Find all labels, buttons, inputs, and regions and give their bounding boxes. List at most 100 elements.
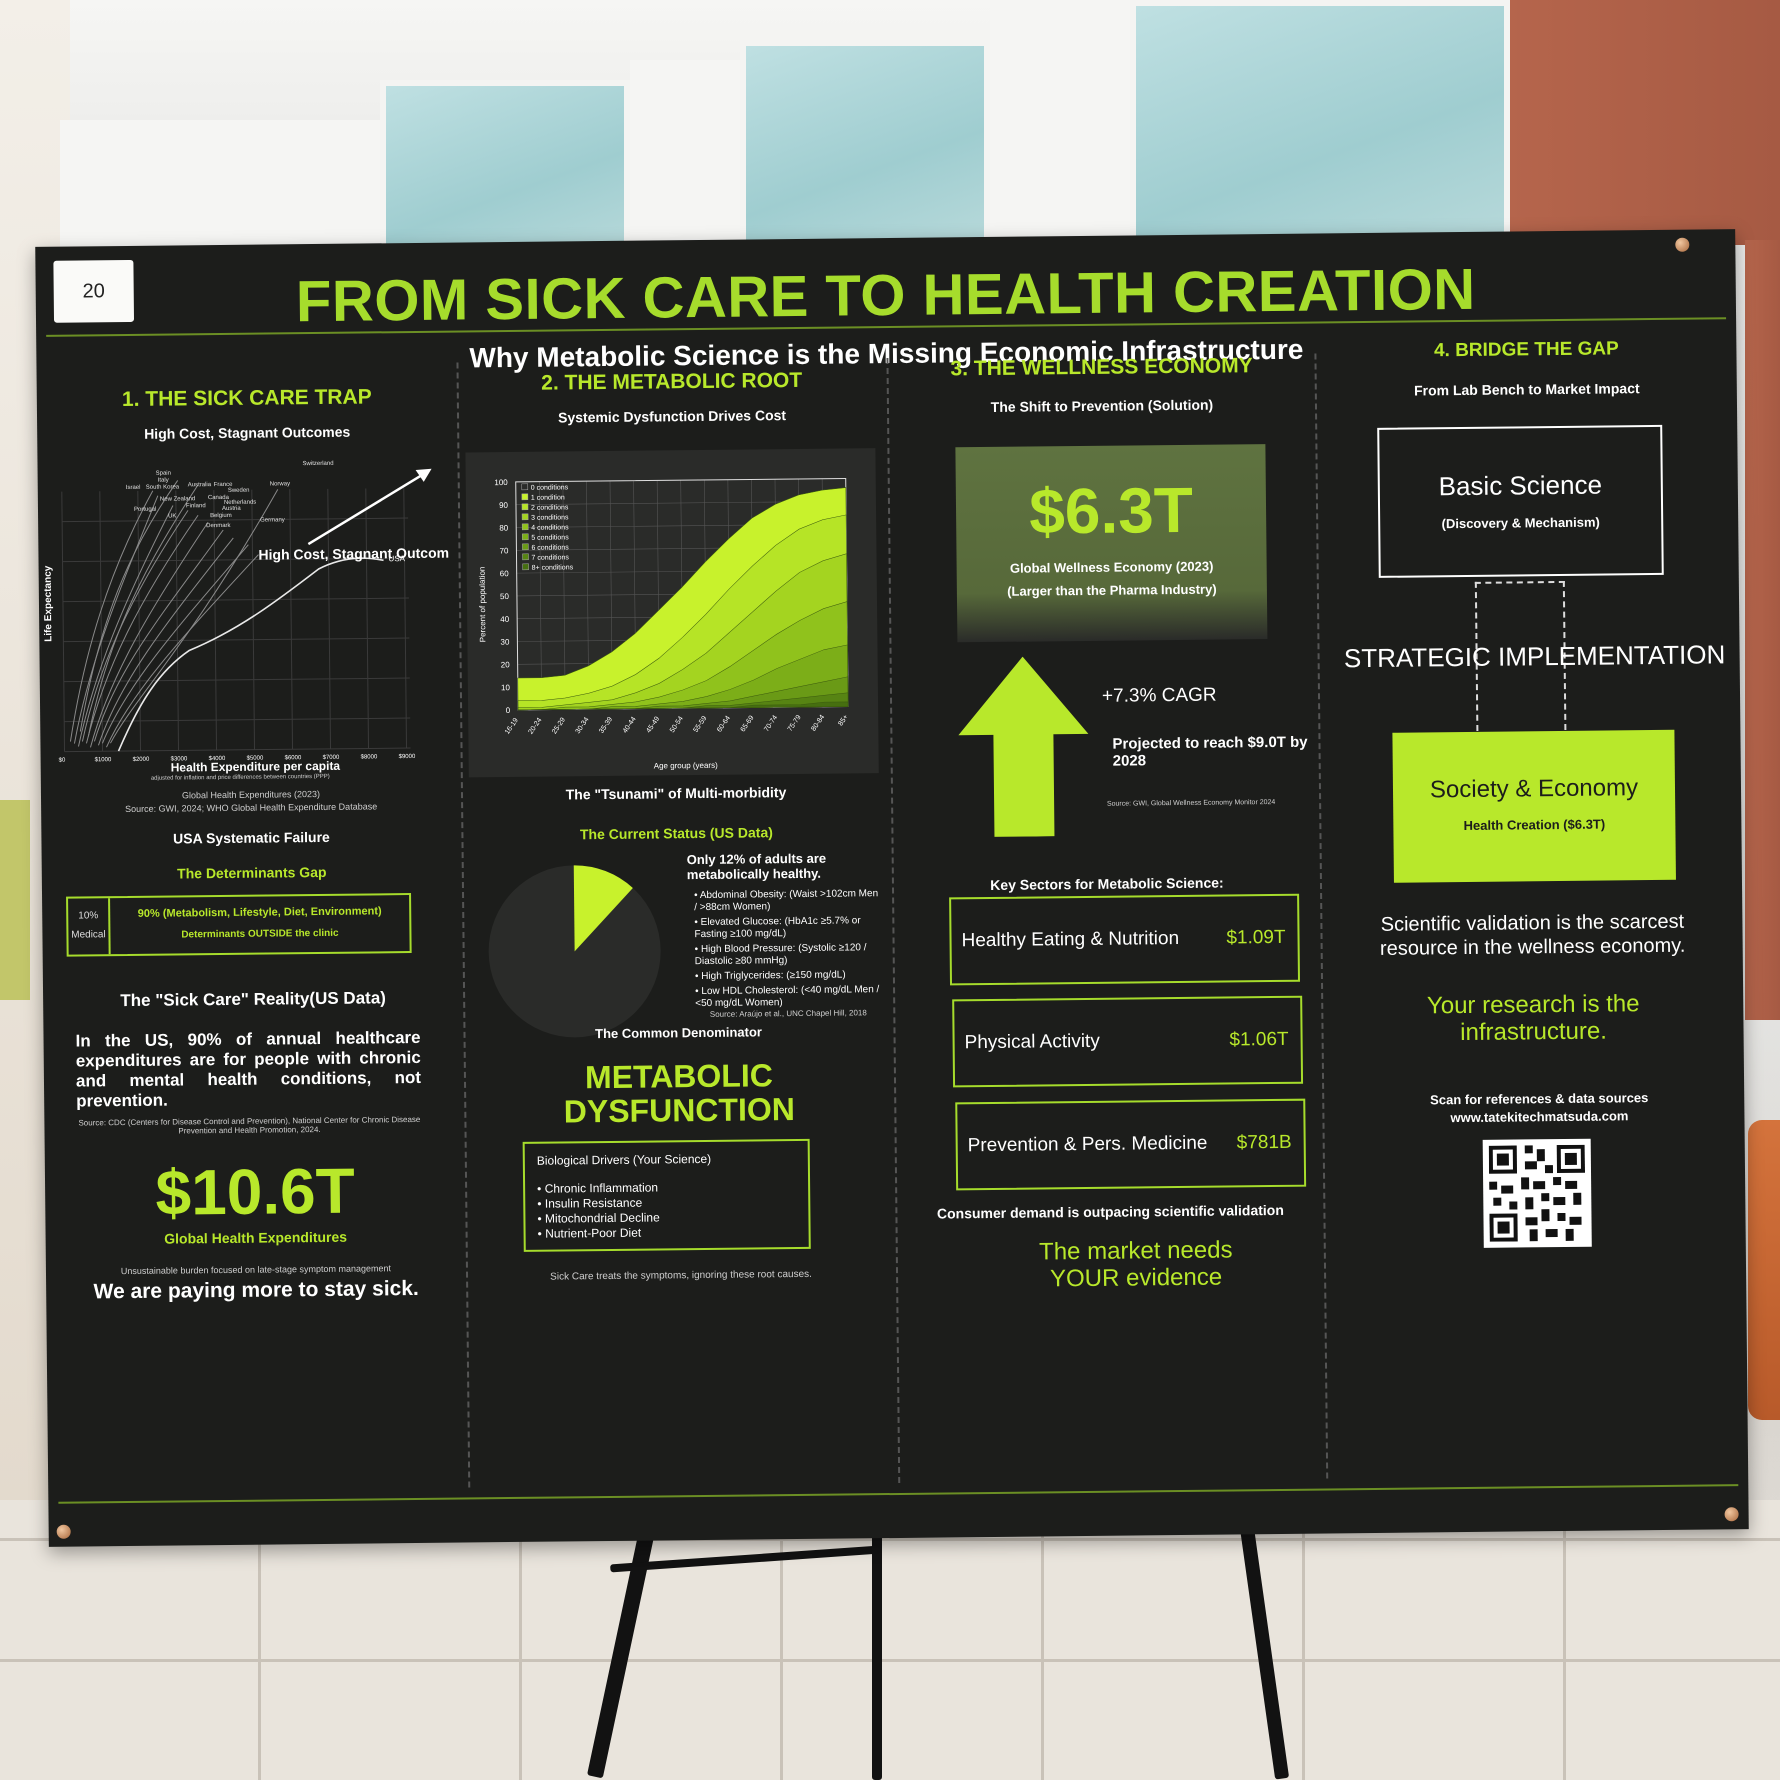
section3-heading: 3. THE WELLNESS ECONOMY	[950, 354, 1253, 381]
preston-grid	[61, 488, 411, 753]
area-x-tick: 40-44	[622, 716, 638, 735]
metabolic-health-pie	[488, 865, 661, 1038]
pie-headline: Only 12% of adults are metabolically hea…	[686, 850, 827, 883]
y-axis-label: Life Expectancy	[43, 565, 55, 642]
area-legend-swatch	[521, 513, 529, 521]
determinants-text: 90% (Metabolism, Lifestyle, Diet, Enviro…	[137, 905, 382, 920]
area-legend-label: 5 conditions	[531, 534, 569, 541]
area-y-tick: 30	[500, 638, 510, 647]
window-left	[380, 80, 630, 260]
area-fills	[517, 487, 849, 711]
area-series	[518, 701, 849, 711]
pushpin-top-right	[1675, 237, 1690, 252]
sector-value: $1.06T	[1229, 1028, 1289, 1051]
strategic-implementation-label: STRATEGIC IMPLEMENTATION	[1343, 639, 1726, 674]
section1-source-title: Global Health Expenditures (2023)	[181, 788, 321, 801]
sector-nutrition: Healthy Eating & Nutrition $1.09T	[949, 893, 1301, 986]
country-label: Netherlands	[224, 500, 256, 506]
area-legend-label: 6 conditions	[531, 544, 569, 551]
common-denominator: The Common Denominator	[595, 1024, 762, 1042]
country-label: Canada	[208, 495, 230, 501]
window-pillar	[630, 60, 740, 260]
area-x-ticks: 16-19 20-24 25-29 30-34 35-39 40-44 45-49 50-54…	[504, 714, 850, 736]
preston-curve-svg: High Cost, Stagnant Outcomes USA Spain I…	[43, 461, 465, 782]
drivers-list: Chronic Inflammation Insulin Resistance …	[537, 1179, 797, 1242]
reality-source: Source: CDC (Centers for Disease Control…	[78, 1114, 421, 1136]
area-legend-swatch	[521, 523, 529, 531]
easel-leg-middle	[872, 1520, 882, 1780]
area-x-tick: 60-64	[716, 715, 732, 734]
x-tick: $5000	[247, 756, 264, 762]
sector-name: Healthy Eating & Nutrition	[961, 927, 1180, 952]
x-tick: $9000	[399, 754, 416, 760]
trend-arrow-head	[415, 468, 432, 482]
qr-code-pattern	[1488, 1144, 1586, 1242]
x-tick: $3000	[171, 756, 188, 762]
country-label: Sweden	[228, 488, 250, 494]
area-y-tick: 40	[500, 615, 510, 624]
area-legend-label: 3 conditions	[531, 514, 569, 521]
area-legend-label: 7 conditions	[531, 554, 569, 561]
area-gridline	[538, 481, 542, 710]
section4-closing: Your research is the infrastructure.	[1426, 990, 1640, 1047]
building-brick-lower	[1745, 240, 1780, 1020]
criteria-item: High Triglycerides: (≥150 mg/dL)	[695, 969, 880, 983]
drivers-title: Biological Drivers (Your Science)	[536, 1151, 712, 1168]
projection-text: Projected to reach $9.0T by 2028	[1112, 733, 1308, 770]
section4-heading: 4. BRIDGE THE GAP	[1433, 338, 1619, 362]
validation-text: Scientific validation is the scarcest re…	[1379, 910, 1686, 960]
x-tick: $6000	[285, 755, 302, 761]
country-label: Switzerland	[302, 461, 333, 467]
area-x-tick: 35-39	[598, 716, 614, 735]
area-x-tick: 16-19	[504, 717, 520, 736]
area-x-tick: 70-74	[763, 714, 779, 733]
area-x-label: Age group (years)	[654, 761, 718, 771]
area-y-tick: 0	[506, 706, 511, 715]
criteria-item: Low HDL Cholesterol: (<40 mg/dL Men / <5…	[695, 984, 880, 1010]
criteria-item: Elevated Glucose: (HbA1c ≥5.7% or Fastin…	[694, 915, 879, 941]
area-x-tick: 20-24	[528, 717, 544, 736]
society-economy-sub: Health Creation ($6.3T)	[1463, 816, 1606, 834]
area-y-tick: 10	[501, 683, 511, 692]
area-legend-swatch	[521, 493, 529, 501]
area-x-tick: 25-29	[551, 717, 567, 736]
area-legend-label: 4 conditions	[531, 524, 569, 531]
sector-value: $781B	[1236, 1131, 1292, 1154]
country-label: Belgium	[210, 513, 232, 519]
x-tick: $4000	[209, 756, 226, 762]
window-right	[1130, 0, 1510, 245]
country-label: Portugal	[134, 507, 156, 513]
criteria-item: High Blood Pressure: (Systolic ≥120 / Di…	[695, 942, 880, 968]
determinants-heading: The Determinants Gap	[177, 863, 327, 882]
building-brick	[1510, 0, 1780, 245]
x-tick: $7000	[323, 755, 340, 761]
demand-note: Consumer demand is outpacing scientific …	[936, 1201, 1284, 1222]
wellness-economy-note: (Larger than the Pharma Industry)	[1007, 581, 1217, 599]
section2-footer: Sick Care treats the symptoms, ignoring …	[550, 1268, 812, 1283]
area-legend-label: 1 condition	[531, 494, 565, 501]
website-url[interactable]: www.tatekitechmatsuda.com	[1450, 1108, 1629, 1126]
multimorbidity-svg: 0 10 20 30 40 50 60 70 80 90 100 16-19 20-24 25-29 30…	[478, 477, 850, 771]
area-y-tick: 100	[494, 478, 508, 487]
section3-source: Source: GWI, Global Wellness Economy Mon…	[1106, 798, 1276, 808]
basic-science-sub: (Discovery & Mechanism)	[1441, 514, 1600, 532]
area-legend-swatch	[522, 553, 529, 561]
country-label: Finland	[186, 503, 206, 509]
scan-text: Scan for references & data sources	[1430, 1090, 1649, 1108]
x-axis-note: adjusted for inflation and price differe…	[151, 774, 330, 782]
area-x-tick: 85+	[837, 714, 849, 728]
burden-note: Unsustainable burden focused on late-sta…	[120, 1263, 392, 1277]
orange-chair	[1748, 1120, 1780, 1420]
determinants-sub: Determinants OUTSIDE the clinic	[181, 927, 339, 941]
chart-annotation: High Cost, Stagnant Outcomes	[258, 544, 450, 562]
sector-name: Prevention & Pers. Medicine	[967, 1132, 1208, 1157]
determinants-bar: 10% Medical 90% (Metabolism, Lifestyle, …	[66, 893, 412, 957]
current-status-heading: The Current Status (US Data)	[579, 824, 773, 843]
country-label: Norway	[270, 481, 290, 487]
x-ticks: $0 $1000 $2000 $3000 $4000 $5000 $6000 $…	[59, 754, 416, 764]
basic-science-box: Basic Science (Discovery & Mechanism)	[1377, 424, 1664, 578]
qr-code-icon[interactable]	[1482, 1138, 1592, 1248]
reality-heading: The "Sick Care" Reality(US Data)	[120, 988, 386, 1011]
multimorbidity-chart: 0 10 20 30 40 50 60 70 80 90 100 16-19 20-24 25-29 30…	[465, 448, 879, 778]
society-economy-title: Society & Economy	[1429, 774, 1639, 804]
